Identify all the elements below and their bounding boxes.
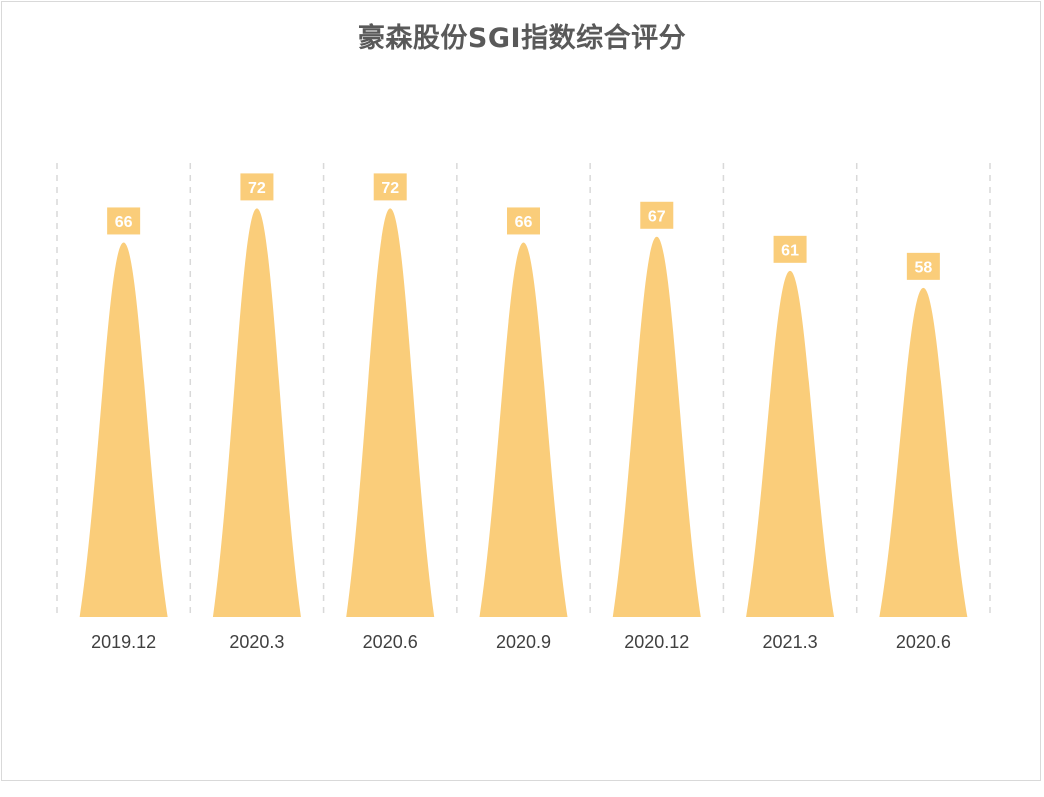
data-label: 72 — [381, 180, 399, 197]
category-separators — [56, 163, 991, 617]
bar — [612, 236, 701, 617]
data-label-box — [373, 173, 407, 201]
data-label-box — [240, 173, 274, 201]
x-tick-label: 2020.9 — [496, 632, 551, 652]
x-tick-label: 2020.3 — [229, 632, 284, 652]
bar — [746, 270, 835, 617]
x-tick-label: 2021.3 — [763, 632, 818, 652]
bar — [879, 287, 968, 617]
data-label-box — [640, 201, 674, 229]
data-label-box — [507, 207, 540, 235]
x-tick-label: 2019.12 — [91, 632, 156, 652]
x-tick-label: 2020.6 — [363, 632, 418, 652]
bar — [212, 208, 301, 617]
data-label: 72 — [248, 180, 266, 197]
bar — [79, 242, 168, 617]
data-label-box — [906, 252, 940, 280]
data-label: 66 — [515, 214, 533, 231]
data-label: 66 — [115, 214, 133, 231]
data-label: 61 — [781, 242, 799, 259]
x-tick-label: 2020.12 — [624, 632, 689, 652]
data-label-box — [107, 207, 141, 235]
x-axis-tick-labels: 2019.12 2020.3 2020.6 2020.9 2020.12 2021.3 20… — [91, 632, 951, 652]
data-labels: 66 72 72 66 67 61 58 — [107, 173, 940, 280]
data-label: 58 — [914, 259, 932, 276]
data-label: 67 — [648, 208, 666, 225]
chart-title: 豪森股份SGI指数综合评分 — [357, 23, 687, 54]
bar — [479, 242, 568, 617]
x-tick-label: 2020.6 — [896, 632, 951, 652]
bar — [346, 208, 435, 617]
bar-series — [79, 208, 968, 617]
data-label-box — [773, 235, 807, 263]
